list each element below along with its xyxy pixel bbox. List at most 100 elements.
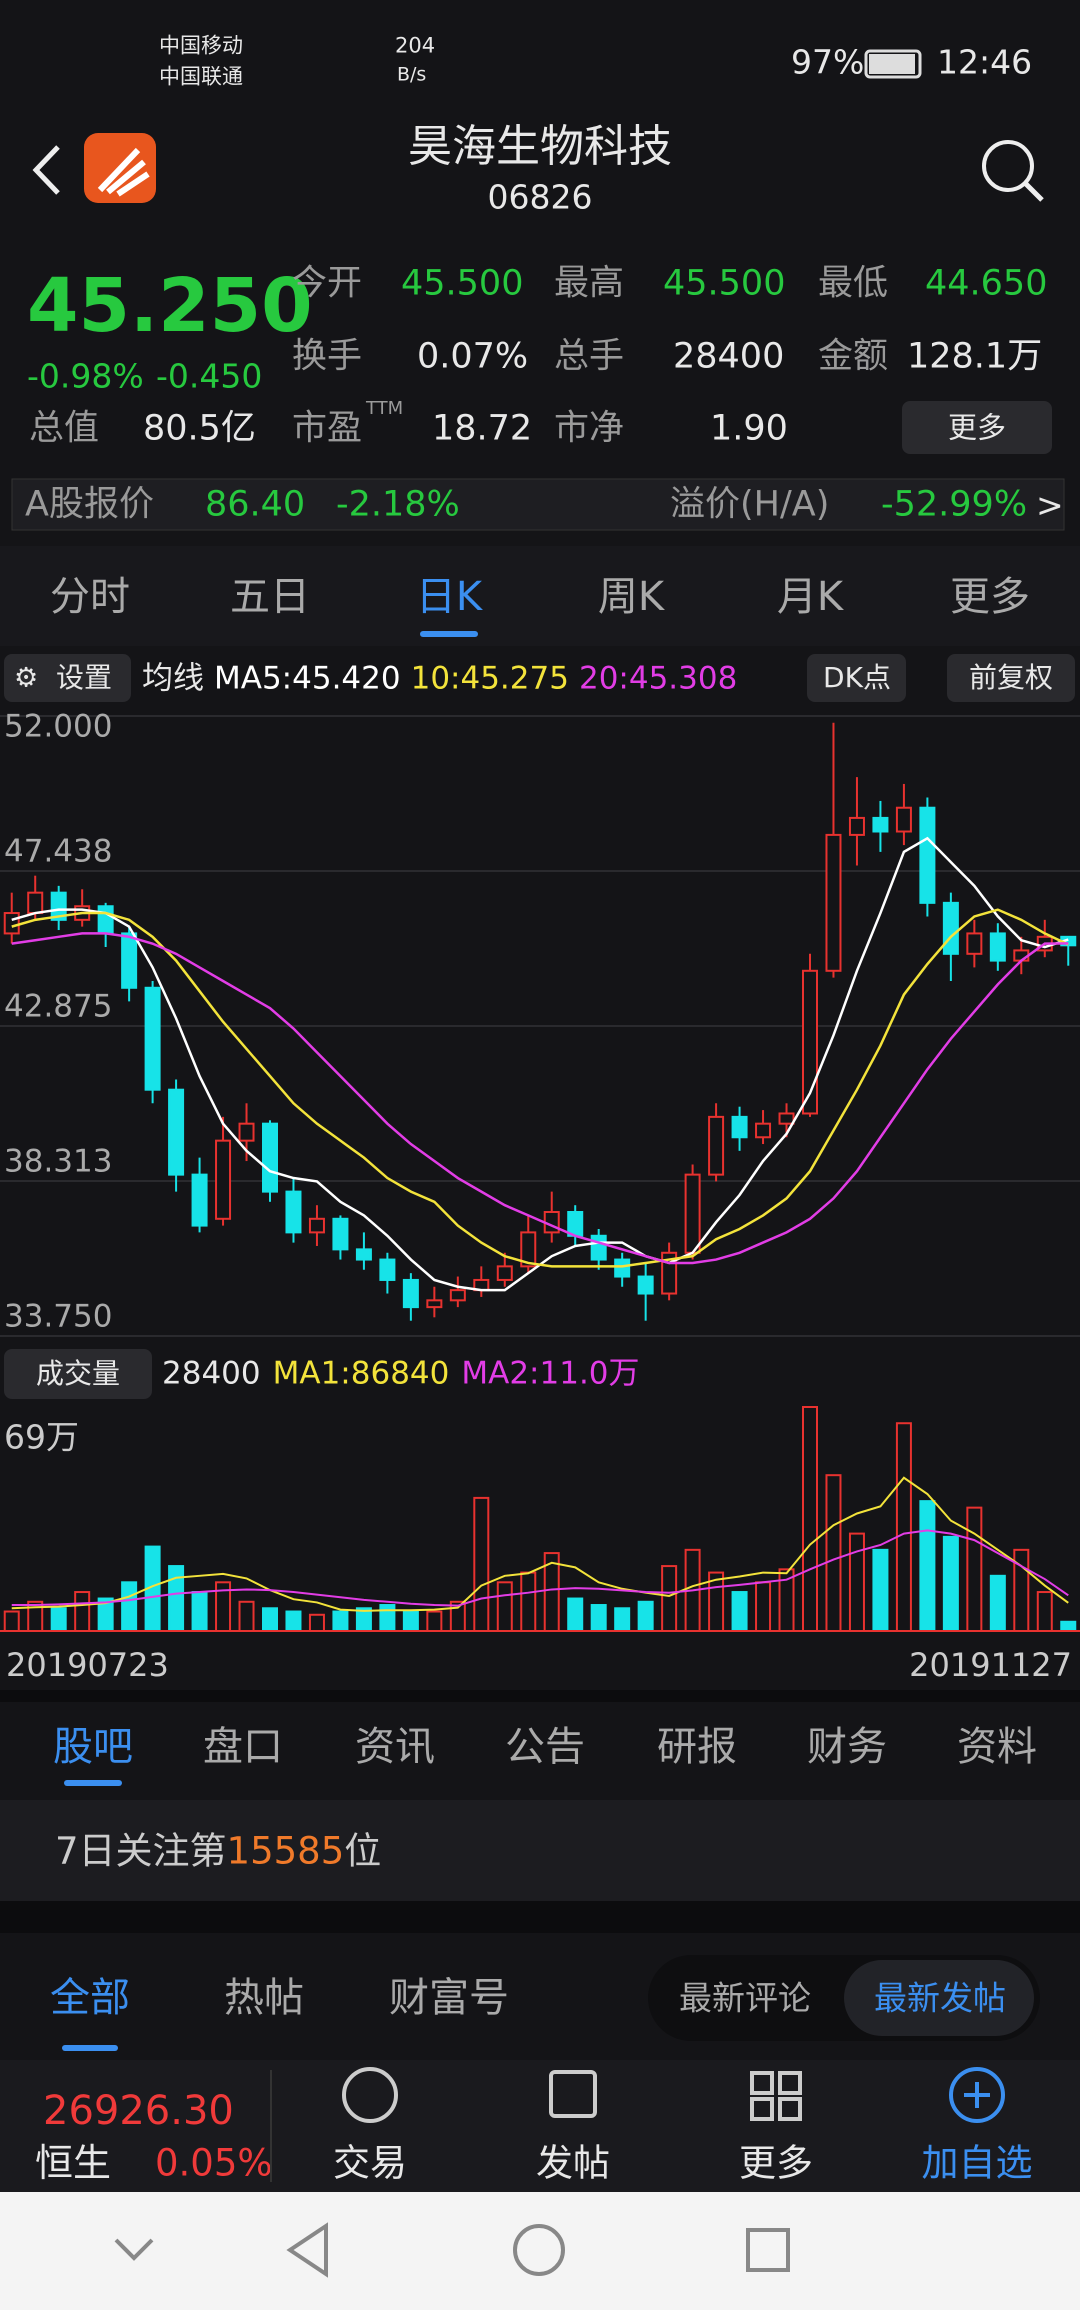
tab[interactable]: 财务 — [807, 1724, 887, 1770]
y-tick-label: 47.438 — [4, 833, 112, 869]
arrow: > — [1036, 485, 1064, 525]
tab[interactable]: 公告 — [505, 1724, 585, 1770]
y-tick-label: 38.313 — [4, 1143, 112, 1179]
search-icon[interactable] — [982, 140, 1034, 192]
tab[interactable]: 最新发帖 — [874, 1978, 1006, 2018]
carrier: 中国移动 — [159, 33, 243, 58]
tab[interactable]: 资料 — [957, 1724, 1037, 1770]
premium: -52.99% — [881, 484, 1028, 525]
nav-home[interactable] — [513, 2224, 565, 2276]
bar-button[interactable]: 交易 — [333, 2141, 407, 2185]
y-tick-label: 52.000 — [4, 709, 112, 745]
bar-button[interactable]: 加自选 — [921, 2141, 1033, 2185]
rank: 7日关注第15585位 — [55, 1833, 381, 1870]
volume-bar — [966, 1506, 983, 1633]
bottom-bar — [0, 2060, 1080, 2192]
ma-line — [11, 908, 1069, 1268]
tab[interactable]: 财富号 — [389, 1975, 509, 2021]
volume-bar — [332, 1610, 349, 1632]
tab[interactable]: 分时 — [50, 574, 130, 620]
index-value: 26926.30 — [43, 2088, 234, 2134]
candle-body — [50, 891, 67, 921]
rank-number: 15585 — [226, 1829, 345, 1873]
field-label: 总值 — [29, 408, 100, 449]
ma-line — [11, 932, 1069, 1265]
bar-button[interactable]: 更多 — [739, 2141, 813, 2185]
candle-body — [825, 833, 842, 972]
volume-title[interactable]: 成交量 — [35, 1357, 121, 1390]
a-share-price: 86.40 — [205, 484, 306, 525]
tab[interactable]: 热帖 — [224, 1975, 304, 2021]
volume-bar — [238, 1600, 255, 1632]
dk-button[interactable] — [807, 654, 906, 702]
volume-button[interactable] — [4, 1349, 152, 1399]
tab[interactable]: 研报 — [657, 1724, 737, 1770]
field-label: 最高 — [554, 263, 625, 304]
rank-suffix: 位 — [344, 1829, 382, 1873]
tab-underline — [62, 2045, 118, 2051]
volume-bar — [520, 1571, 537, 1632]
net-unit: B/s — [397, 63, 427, 86]
tab-underline — [420, 631, 478, 637]
volume-bar — [614, 1607, 631, 1633]
candle-body — [708, 1115, 725, 1176]
rank-panel — [0, 1800, 1080, 1901]
candle-body — [355, 1248, 372, 1261]
gear: ⚙ — [14, 662, 39, 694]
date-start: 20190723 — [6, 1646, 169, 1684]
volume-bar — [731, 1591, 748, 1632]
back-icon[interactable] — [32, 145, 60, 195]
tab[interactable]: 盘口 — [203, 1724, 283, 1770]
tab[interactable]: 股吧 — [53, 1724, 133, 1770]
volume-bar — [3, 1610, 20, 1632]
field-label: 金额 — [818, 336, 889, 377]
candle-body — [332, 1217, 349, 1251]
volume-bar — [379, 1604, 396, 1632]
tab[interactable]: 全部 — [50, 1975, 130, 2021]
nav-recent[interactable] — [746, 2228, 790, 2272]
period-tabs-bg — [0, 546, 1080, 646]
clock: 12:46 — [937, 42, 1033, 82]
logo-mark — [97, 147, 150, 197]
more-label[interactable]: 更多 — [947, 410, 1007, 445]
a-share-bar[interactable] — [11, 478, 1065, 531]
candle-body — [637, 1275, 654, 1295]
tab[interactable]: 日K — [415, 574, 483, 620]
candle-body — [27, 891, 44, 915]
candle-body — [238, 1122, 255, 1142]
stock-name: 昊海生物科技 — [408, 121, 672, 172]
candle-body — [802, 969, 818, 1115]
more-button[interactable] — [902, 401, 1052, 454]
volume-bar — [308, 1613, 325, 1632]
candle-body — [919, 806, 936, 904]
candle-body — [3, 912, 20, 935]
settings-label[interactable]: 设置 — [56, 661, 113, 694]
volume-bar — [74, 1591, 91, 1632]
battery-icon — [864, 49, 922, 79]
bar-button[interactable]: 发帖 — [536, 2141, 610, 2185]
candle-body — [144, 986, 161, 1091]
volume-bar — [919, 1500, 936, 1632]
volume-bar — [590, 1604, 607, 1632]
volume-bar — [1036, 1591, 1053, 1632]
dk-label[interactable]: DK点 — [823, 661, 891, 694]
nav-back[interactable] — [286, 2222, 328, 2278]
legend-entry: 20:45.308 — [578, 660, 738, 697]
tab[interactable]: 资讯 — [355, 1724, 435, 1770]
adjust-label[interactable]: 前复权 — [968, 661, 1054, 694]
a-share-label: A股报价 — [25, 484, 154, 525]
tab[interactable]: 周K — [597, 574, 665, 620]
tab[interactable]: 五日 — [230, 574, 310, 620]
volume-bar — [825, 1474, 842, 1633]
settings-button[interactable] — [4, 654, 131, 702]
tab[interactable]: 更多 — [950, 574, 1030, 620]
date-end: 20191127 — [909, 1646, 1072, 1684]
adjust-button[interactable] — [947, 654, 1075, 702]
candle-body — [496, 1265, 513, 1281]
candle-body — [97, 905, 114, 935]
candle-body — [262, 1122, 278, 1193]
nav-down[interactable] — [114, 2238, 154, 2261]
tab[interactable]: 月K — [776, 574, 844, 620]
tab[interactable]: 最新评论 — [679, 1978, 811, 2018]
